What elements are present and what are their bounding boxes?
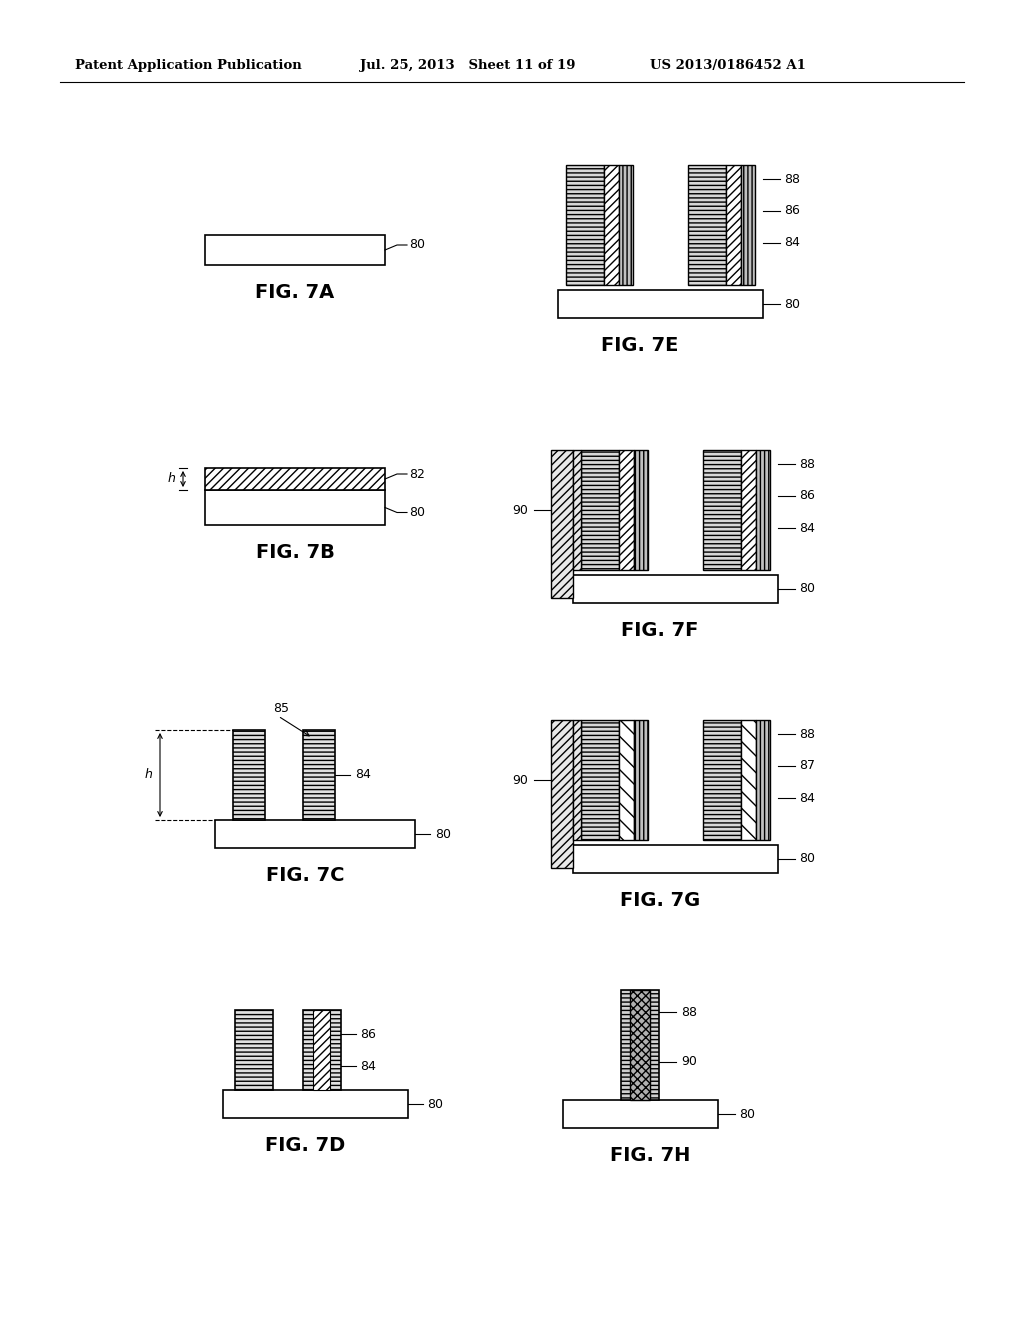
Text: FIG. 7F: FIG. 7F [622, 620, 698, 640]
Bar [621, 990, 659, 1100]
Bar [303, 730, 335, 820]
Text: FIG. 7G: FIG. 7G [620, 891, 700, 909]
Bar [687, 165, 725, 285]
Bar [740, 450, 756, 570]
Bar [551, 719, 572, 869]
Text: 88: 88 [800, 458, 815, 471]
Text: 80: 80 [784, 297, 801, 310]
Text: 80: 80 [739, 1107, 756, 1121]
Bar [702, 450, 740, 570]
Text: 90: 90 [681, 1055, 697, 1068]
Bar [565, 165, 603, 285]
Text: 90: 90 [513, 503, 528, 516]
Text: FIG. 7E: FIG. 7E [601, 337, 679, 355]
Text: Jul. 25, 2013   Sheet 11 of 19: Jul. 25, 2013 Sheet 11 of 19 [360, 58, 575, 71]
Bar [756, 719, 769, 840]
Text: 82: 82 [409, 467, 425, 480]
Bar [205, 490, 385, 525]
Text: FIG. 7D: FIG. 7D [265, 1137, 345, 1155]
Text: 88: 88 [800, 727, 815, 741]
Text: US 2013/0186452 A1: US 2013/0186452 A1 [650, 58, 806, 71]
Bar [581, 719, 618, 840]
Bar [630, 990, 650, 1100]
Bar [572, 845, 777, 873]
Bar [702, 719, 740, 840]
Text: 80: 80 [800, 853, 815, 866]
Text: 88: 88 [784, 173, 801, 186]
Text: 80: 80 [800, 582, 815, 595]
Bar [603, 165, 618, 285]
Bar [581, 450, 618, 570]
Bar [313, 1010, 330, 1090]
Text: Patent Application Publication: Patent Application Publication [75, 58, 302, 71]
Text: 86: 86 [360, 1027, 377, 1040]
Text: 80: 80 [435, 828, 451, 841]
Bar [634, 450, 647, 570]
Text: FIG. 7H: FIG. 7H [610, 1146, 690, 1166]
Bar [618, 165, 633, 285]
Bar [234, 1010, 272, 1090]
Text: 87: 87 [800, 759, 815, 772]
Bar [572, 450, 581, 570]
Text: 80: 80 [427, 1097, 443, 1110]
Text: 88: 88 [681, 1006, 697, 1019]
Text: h: h [144, 768, 152, 781]
Bar [233, 730, 265, 820]
Text: 84: 84 [800, 792, 815, 804]
Text: h: h [167, 473, 175, 486]
Bar [205, 235, 385, 265]
Text: 90: 90 [513, 774, 528, 787]
Text: FIG. 7C: FIG. 7C [266, 866, 344, 884]
Bar [562, 1100, 718, 1129]
Bar [551, 450, 572, 598]
Bar [618, 719, 634, 840]
Bar [572, 719, 581, 840]
Text: 84: 84 [784, 236, 801, 249]
Text: 86: 86 [784, 205, 801, 216]
Bar [634, 719, 647, 840]
Text: 84: 84 [355, 768, 371, 781]
Bar [618, 450, 634, 570]
Bar [740, 719, 756, 840]
Text: 86: 86 [800, 490, 815, 502]
Text: FIG. 7A: FIG. 7A [255, 282, 335, 302]
Text: 85: 85 [273, 701, 289, 714]
Bar [725, 165, 740, 285]
Text: FIG. 7B: FIG. 7B [256, 543, 335, 562]
Text: 84: 84 [800, 521, 815, 535]
Bar [756, 450, 769, 570]
Bar [557, 290, 763, 318]
Bar [205, 469, 385, 490]
Text: 80: 80 [409, 506, 425, 519]
Bar [302, 1010, 341, 1090]
Bar [215, 820, 415, 847]
Bar [572, 576, 777, 603]
Bar [222, 1090, 408, 1118]
Text: 80: 80 [409, 239, 425, 252]
Bar [740, 165, 755, 285]
Text: 84: 84 [360, 1060, 377, 1072]
